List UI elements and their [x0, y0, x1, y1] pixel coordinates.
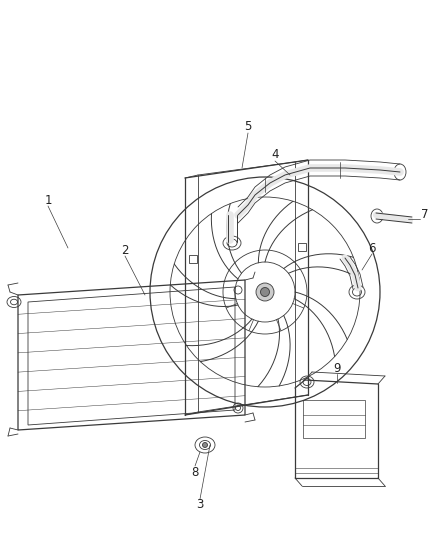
- Bar: [189, 255, 197, 263]
- Text: 8: 8: [191, 465, 199, 479]
- Text: 2: 2: [121, 244, 129, 256]
- Bar: [298, 243, 306, 251]
- Bar: [303, 400, 365, 438]
- Ellipse shape: [202, 442, 208, 448]
- Text: 1: 1: [44, 193, 52, 206]
- Text: 4: 4: [271, 149, 279, 161]
- Ellipse shape: [256, 283, 274, 301]
- Text: 9: 9: [333, 361, 341, 375]
- Text: 6: 6: [368, 241, 376, 254]
- Text: 5: 5: [244, 120, 252, 133]
- Text: 3: 3: [196, 498, 204, 512]
- Ellipse shape: [261, 287, 269, 296]
- Text: 7: 7: [421, 208, 429, 222]
